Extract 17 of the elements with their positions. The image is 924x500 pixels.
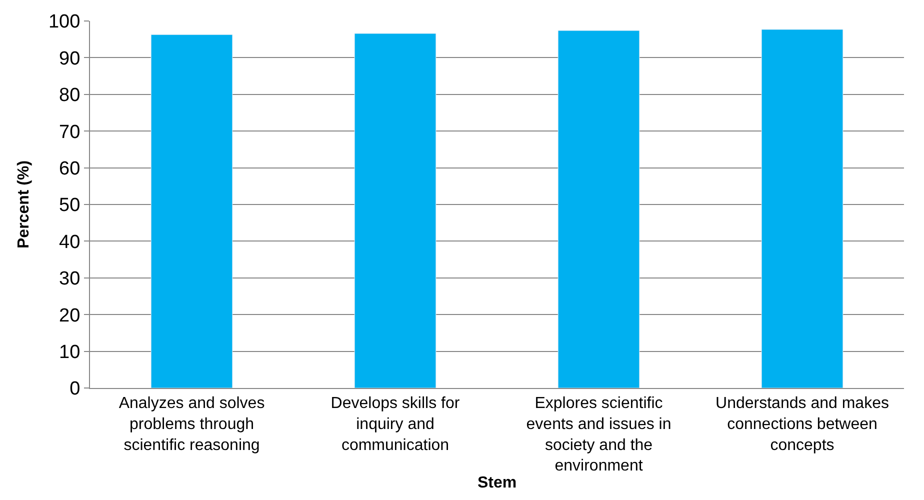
x-tick-label: Analyzes and solves problems through scientific reasoning (118, 395, 265, 454)
y-tick-label: 60 (59, 158, 80, 180)
y-axis-title: Percent (%) (15, 160, 32, 249)
y-tick-label: 0 (70, 378, 80, 400)
y-tick-label: 70 (59, 122, 80, 143)
x-tick-label: Develops skills for inquiry and communication (330, 395, 460, 454)
y-tick-label: 40 (59, 232, 80, 253)
y-tick-label: 90 (59, 48, 80, 70)
y-tick-label: 80 (59, 85, 80, 106)
y-tick-label: 50 (59, 195, 80, 216)
x-tick-label: Understands and makes connections between concepts (716, 395, 889, 454)
y-tick-label: 10 (59, 342, 80, 363)
y-tick-label: 20 (59, 305, 80, 326)
x-tick-label: Explores scientific events and issues in society and the environment (526, 395, 672, 475)
y-tick-label: 100 (48, 12, 80, 33)
y-tick-label: 30 (59, 268, 80, 290)
x-axis-title: Stem (477, 474, 517, 492)
